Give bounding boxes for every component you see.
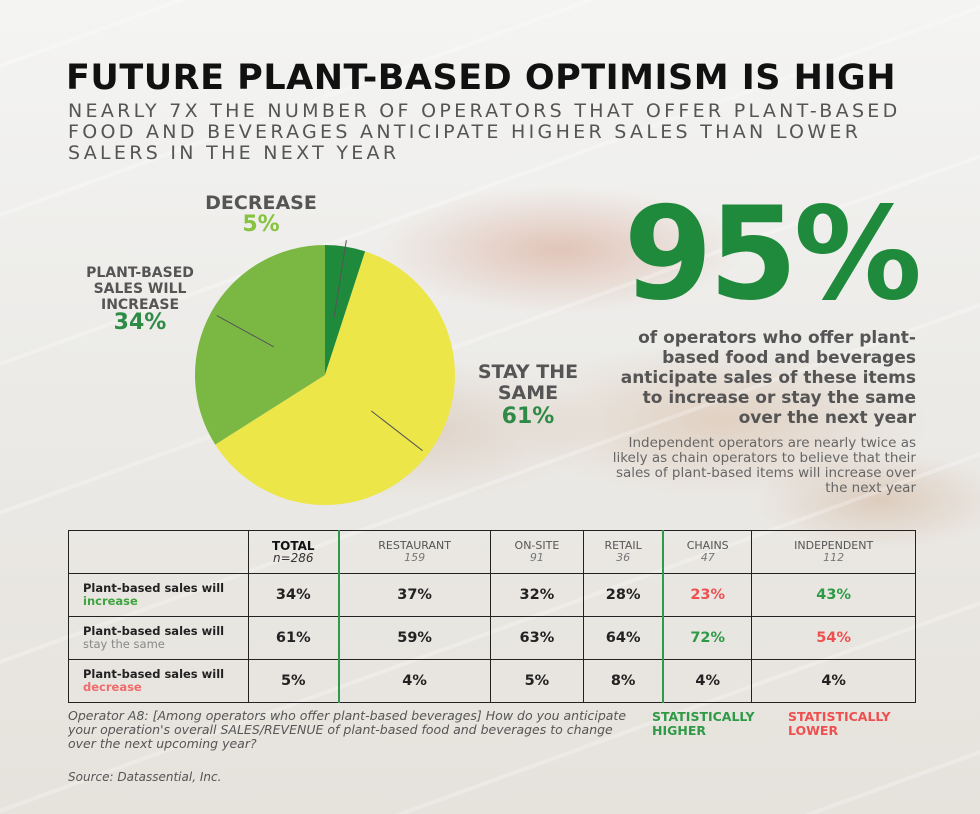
pie-chart xyxy=(195,240,455,505)
col-n: 47 xyxy=(700,551,715,564)
cell-chains: 4% xyxy=(662,659,753,703)
col-n: 159 xyxy=(404,551,426,564)
table-header-row: TOTAL n=286 RESTAURANT 159 ON-SITE 91 RETAI… xyxy=(68,530,916,574)
cell-chains: 72% xyxy=(662,616,753,660)
pie-slice-decrease-leader xyxy=(333,240,347,318)
row-label-key: increase xyxy=(83,594,138,608)
cell-total: 5% xyxy=(247,659,340,703)
cell-total: 61% xyxy=(247,616,340,660)
col-restaurant: RESTAURANT 159 xyxy=(337,530,491,574)
col-n: n=286 xyxy=(272,551,314,565)
survey-question: Operator A8: [Among operators who offer … xyxy=(68,708,627,751)
cell-restaurant: 37% xyxy=(337,573,491,617)
row-label: Plant-based sales will decrease xyxy=(68,659,249,703)
cell-chains: 23% xyxy=(662,573,753,617)
col-retail: RETAIL 36 xyxy=(583,530,665,574)
col-chains: CHAINS 47 xyxy=(662,530,753,574)
row-label-key: stay the same xyxy=(83,637,165,651)
cell-independent: 4% xyxy=(751,659,916,703)
page-title: FUTURE PLANT-BASED OPTIMISM IS HIGH xyxy=(66,58,897,98)
cell-restaurant: 4% xyxy=(337,659,491,703)
results-table: TOTAL n=286 RESTAURANT 159 ON-SITE 91 RETAI… xyxy=(68,530,916,703)
pie-label-increase-pct: 34% xyxy=(113,310,167,335)
table-corner xyxy=(68,530,249,574)
pie-slice-stay-leader xyxy=(370,410,423,452)
row-label-key: decrease xyxy=(83,680,142,694)
col-name: RETAIL xyxy=(604,539,642,552)
source-note: Source: Datassential, Inc. xyxy=(68,770,222,784)
pie-label-increase: PLANT-BASED SALES WILL INCREASE 34% xyxy=(70,265,210,335)
big-stat-description: of operators who offer plant-based food … xyxy=(620,328,916,428)
col-name: RESTAURANT xyxy=(378,539,451,552)
independent-note: Independent operators are nearly twice a… xyxy=(612,435,916,496)
col-n: 91 xyxy=(529,551,544,564)
pie-label-decrease: DECREASE 5% xyxy=(196,192,326,236)
pie-label-stay-pct: 61% xyxy=(501,404,555,429)
pie-label-decrease-text: DECREASE xyxy=(205,192,317,214)
row-label: Plant-based sales will stay the same xyxy=(68,616,249,660)
legend-statistically-lower: STATISTICALLY LOWER xyxy=(788,709,891,738)
pie-slice-increase-leader xyxy=(216,315,274,348)
row-label-main: Plant-based sales will xyxy=(83,624,225,638)
cell-retail: 28% xyxy=(583,573,665,617)
pie-slice-decrease xyxy=(325,245,366,375)
page-subtitle: NEARLY 7X THE NUMBER OF OPERATORS THAT O… xyxy=(68,100,901,164)
table-row-increase: Plant-based sales will increase 34% 37% 3… xyxy=(68,573,916,617)
cell-independent: 54% xyxy=(751,616,916,660)
row-label-main: Plant-based sales will xyxy=(83,667,225,681)
col-name: CHAINS xyxy=(686,539,729,552)
cell-on-site: 5% xyxy=(489,659,585,703)
pie-label-increase-text: PLANT-BASED SALES WILL INCREASE xyxy=(86,265,194,313)
row-label: Plant-based sales will increase xyxy=(68,573,249,617)
pie-label-stay-text: STAY THE SAME xyxy=(477,361,579,404)
col-name: ON-SITE xyxy=(514,539,560,552)
col-on-site: ON-SITE 91 xyxy=(489,530,585,574)
cell-on-site: 32% xyxy=(489,573,585,617)
col-total: TOTAL n=286 xyxy=(247,530,340,574)
col-independent: INDEPENDENT 112 xyxy=(751,530,916,574)
table-row-stay: Plant-based sales will stay the same 61% … xyxy=(68,616,916,660)
col-n: 36 xyxy=(616,551,631,564)
legend-statistically-higher: STATISTICALLY HIGHER xyxy=(652,709,755,738)
row-label-main: Plant-based sales will xyxy=(83,581,225,595)
col-name: INDEPENDENT xyxy=(794,539,874,552)
cell-retail: 64% xyxy=(583,616,665,660)
cell-total: 34% xyxy=(247,573,340,617)
col-name: TOTAL xyxy=(271,539,315,553)
pie-slice-stay xyxy=(215,251,455,505)
pie-slice-increase xyxy=(195,245,325,445)
cell-restaurant: 59% xyxy=(337,616,491,660)
cell-independent: 43% xyxy=(751,573,916,617)
cell-retail: 8% xyxy=(583,659,665,703)
pie-label-stay: STAY THE SAME 61% xyxy=(468,361,588,429)
table-row-decrease: Plant-based sales will decrease 5% 4% 5% … xyxy=(68,659,916,703)
cell-on-site: 63% xyxy=(489,616,585,660)
big-stat: 95% xyxy=(623,180,922,329)
col-n: 112 xyxy=(823,551,845,564)
pie-label-decrease-pct: 5% xyxy=(242,212,280,237)
